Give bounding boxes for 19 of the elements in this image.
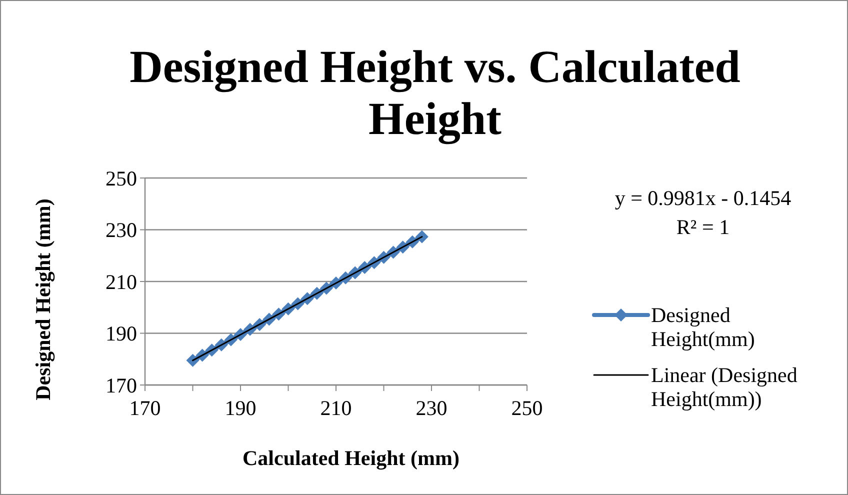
y-tick-label: 190 (106, 322, 137, 346)
y-tick-label: 250 (106, 166, 137, 190)
x-tick-label: 250 (511, 396, 543, 420)
point (186, 354, 200, 367)
x-tick-label: 230 (416, 396, 448, 420)
text: y = 0.9981x - 0.1454 (614, 186, 792, 210)
y-axis-title: Designed Height (mm) (31, 198, 55, 400)
x-axis-title: Calculated Height (mm) (242, 446, 460, 470)
x-tick-label: 170 (129, 396, 161, 420)
y-tick-label: 170 (106, 373, 137, 398)
x-tick-label: 210 (320, 396, 352, 420)
chart-title: Designed Height vs. Calculated Height (130, 41, 741, 145)
legend-label: Linear (Designed Height(mm)) (651, 363, 798, 411)
legend-label: Designed Height(mm) (651, 303, 755, 351)
y-tick-label: 210 (106, 270, 137, 294)
point (415, 230, 428, 244)
text: R² = 1 (676, 215, 730, 239)
y-tick-label: 230 (106, 218, 137, 242)
x-tick-label: 190 (224, 396, 256, 420)
